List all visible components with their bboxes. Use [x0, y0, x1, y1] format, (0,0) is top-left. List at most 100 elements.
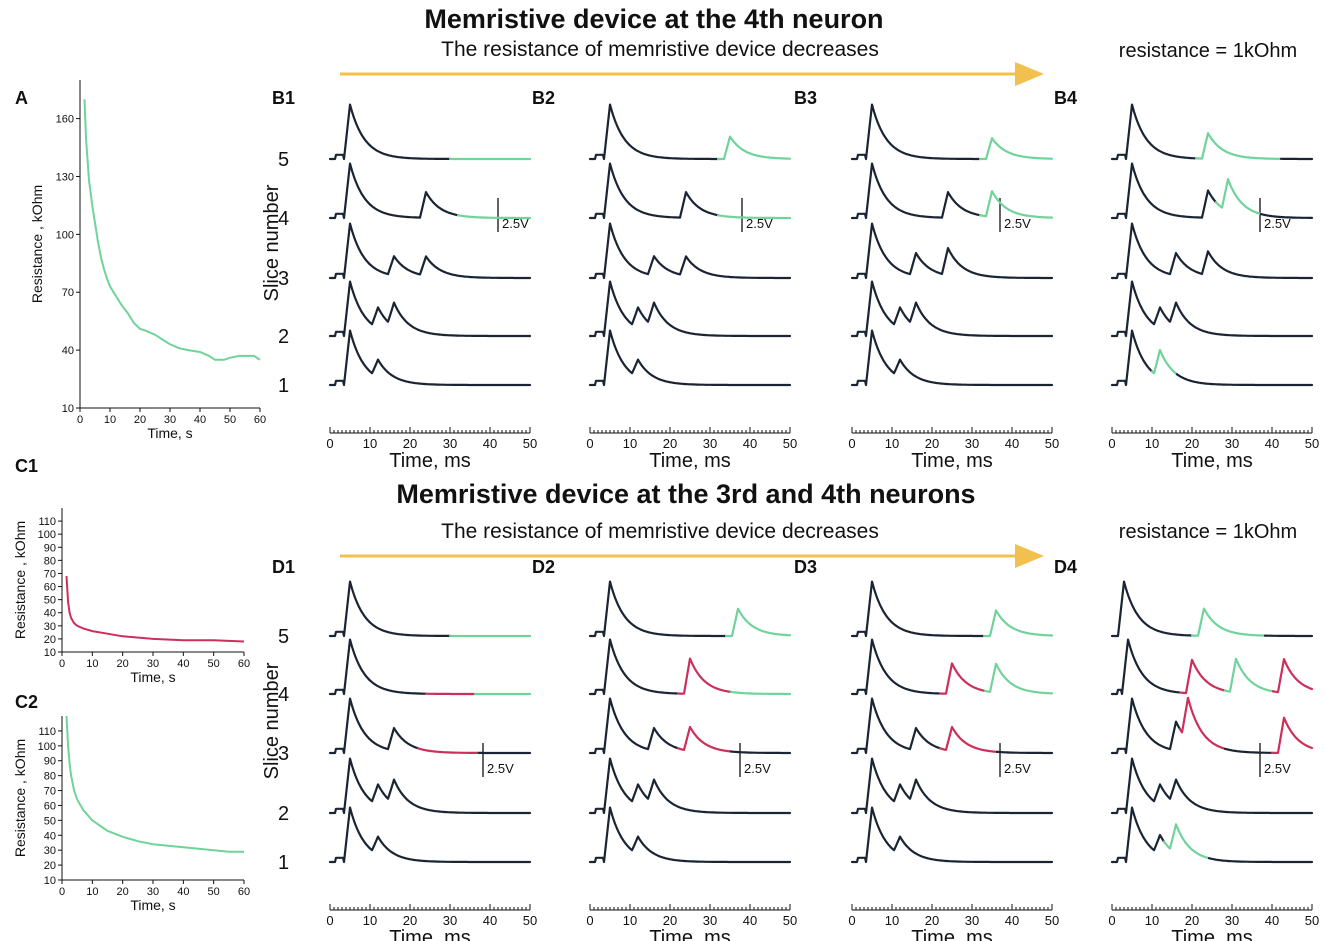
y-tick-label: 50: [44, 815, 56, 827]
y-tick-label: 70: [44, 786, 56, 798]
x-tick-label: 10: [363, 436, 377, 451]
x-tick-label: 10: [1145, 436, 1159, 451]
trace-slice-3-red: [1270, 716, 1314, 755]
x-tick-label: 50: [783, 913, 797, 928]
x-tick-label: 40: [743, 913, 757, 928]
x-tick-label: 20: [117, 886, 129, 898]
panel-b1: B1 0 10 20 30 40 50 Time, ms 2.5V 1 2 3 4 5: [272, 88, 537, 472]
panel-label-d3: D3: [794, 557, 817, 577]
x-tick-label: 40: [177, 658, 189, 670]
trace-slice-4-red: [1178, 658, 1227, 695]
x-tick-label: 10: [363, 913, 377, 928]
scale-bar-label: 2.5V: [487, 761, 514, 776]
x-tick-label: 30: [965, 913, 979, 928]
panel-label-b3: B3: [794, 88, 817, 108]
y-tick-label: 70: [44, 568, 56, 580]
x-tick-label: 20: [1185, 913, 1199, 928]
x-tick-label: 50: [783, 436, 797, 451]
trace-slice-1-green: [1162, 823, 1211, 860]
trace-slice-2-trace: [850, 280, 1054, 338]
trace-slice-2-trace: [588, 757, 792, 815]
y-tick-label: 40: [44, 830, 56, 842]
trace-slice-1-trace: [1110, 806, 1166, 864]
trace-slice-3-trace: [588, 222, 792, 280]
x-axis-label: Time, ms: [911, 450, 992, 472]
x-tick-label: 20: [663, 436, 677, 451]
y-tick-label: 130: [56, 171, 74, 183]
trace-slice-4-red: [938, 662, 987, 695]
trace-slice-2-trace: [1110, 280, 1314, 338]
x-axis-label: Time, ms: [649, 927, 730, 941]
scale-bar-label: 2.5V: [1004, 761, 1031, 776]
y-tick-label: 90: [44, 756, 56, 768]
x-axis-label: Time, ms: [389, 450, 470, 472]
y-tick-label: 10: [62, 403, 74, 415]
panel-c2: C20 10 20 30 40 50 60102030405060708090100110T…: [12, 692, 250, 913]
x-tick-label: 20: [403, 436, 417, 451]
x-tick-label: 30: [147, 658, 159, 670]
x-axis-label: Time, s: [130, 669, 175, 685]
x-tick-label: 0: [59, 658, 65, 670]
x-tick-label: 0: [326, 913, 333, 928]
y-tick-label: 80: [44, 771, 56, 783]
panel-label-c1: C1: [15, 456, 38, 476]
trace-slice-5-trace: [850, 103, 982, 161]
x-tick-label: 50: [224, 414, 236, 426]
x-tick-label: 0: [586, 913, 593, 928]
trace-slice-5-green: [978, 137, 1054, 161]
trace-slice-4-green: [983, 662, 1054, 695]
bottom-subtitle: The resistance of memristive device decr…: [441, 520, 879, 543]
x-tick-label: 30: [703, 436, 717, 451]
x-tick-label: 0: [1108, 436, 1115, 451]
x-tick-label: 0: [848, 913, 855, 928]
x-tick-label: 30: [703, 913, 717, 928]
y-tick-label: 110: [38, 726, 56, 738]
trace-slice-4-green: [978, 190, 1054, 219]
trace-slice-5-green: [1194, 132, 1283, 160]
slice-number-5: 5: [278, 626, 289, 648]
trace-slice-4-green: [456, 214, 532, 220]
x-tick-label: 50: [523, 913, 537, 928]
x-tick-label: 30: [1225, 436, 1239, 451]
trace-slice-4-trace: [850, 162, 982, 220]
trace-slice-3-trace: [1223, 747, 1274, 754]
top-resistance-note: resistance = 1kOhm: [1119, 40, 1297, 62]
trace-slice-4-trace: [328, 638, 428, 696]
panel-label-d2: D2: [532, 557, 555, 577]
x-tick-label: 10: [885, 436, 899, 451]
trace-slice-4-trace: [1110, 162, 1218, 220]
x-tick-label: 0: [848, 436, 855, 451]
x-tick-label: 50: [1305, 913, 1319, 928]
trace-slice-4-green: [1223, 657, 1275, 693]
top-slice-number-label: Slice number: [261, 184, 283, 301]
resistance-series-line: [83, 99, 261, 361]
trace-slice-4-trace: [328, 162, 460, 220]
trace-slice-1-trace: [328, 806, 532, 864]
panel-label-c2: C2: [15, 692, 38, 712]
x-tick-label: 20: [134, 414, 146, 426]
trace-slice-5-green: [982, 609, 1054, 638]
scale-bar-label: 2.5V: [1004, 216, 1031, 231]
y-tick-label: 40: [44, 608, 56, 620]
x-tick-label: 20: [1185, 436, 1199, 451]
bottom-resistance-note: resistance = 1kOhm: [1119, 521, 1297, 543]
trace-slice-2-trace: [328, 280, 532, 338]
trace-slice-3-red: [1178, 696, 1227, 750]
x-tick-label: 50: [523, 436, 537, 451]
x-tick-label: 0: [586, 436, 593, 451]
x-tick-label: 20: [117, 658, 129, 670]
trace-slice-5-trace: [850, 580, 986, 638]
x-tick-label: 30: [443, 436, 457, 451]
trace-slice-1-trace: [1175, 373, 1314, 387]
y-axis-label: Resistance , kOhm: [12, 739, 28, 857]
trace-slice-4-green: [729, 690, 792, 696]
y-tick-label: 100: [38, 741, 56, 753]
scale-bar-label: 2.5V: [1264, 216, 1291, 231]
scale-bar-label: 2.5V: [1264, 761, 1291, 776]
trace-slice-3-trace: [328, 697, 420, 755]
scale-bar-label: 2.5V: [746, 216, 773, 231]
top-subtitle: The resistance of memristive device decr…: [441, 38, 879, 61]
trace-slice-3-trace: [995, 750, 1054, 755]
trace-slice-1-trace: [1207, 857, 1314, 864]
